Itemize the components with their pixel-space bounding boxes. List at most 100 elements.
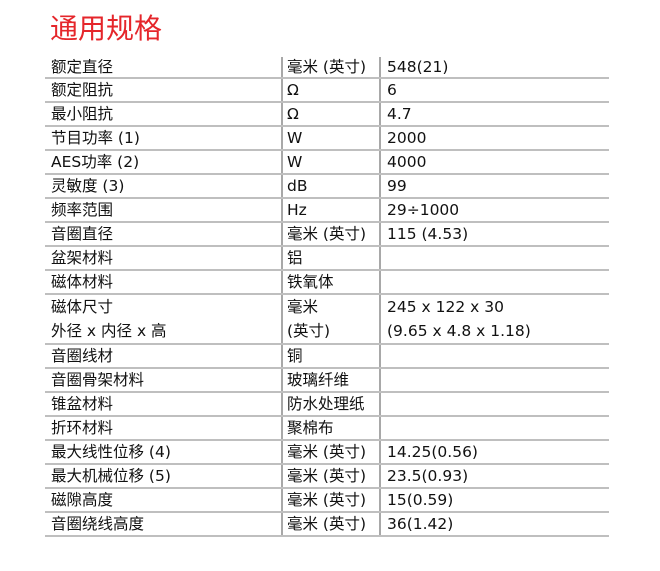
unit-cell-text: 毫米 (英寸) — [287, 58, 367, 76]
unit-cell: W — [281, 126, 380, 151]
table-row: 磁隙高度 毫米 (英寸) 15(0.59) — [45, 488, 609, 513]
table-row: 音圈线材 铜 — [45, 344, 609, 369]
table-row: 音圈直径 毫米 (英寸) 115 (4.53) — [45, 222, 609, 247]
param-cell-text: 音圈直径 — [51, 225, 114, 243]
unit-cell: dB — [281, 174, 380, 199]
unit-cell-text: 毫米 (英寸) — [287, 443, 367, 461]
unit-cell: Hz — [281, 198, 380, 223]
section-title: 通用规格 — [50, 12, 163, 45]
unit-cell-text: 聚棉布 — [287, 419, 334, 437]
unit-cell-text: 铁氧体 — [287, 273, 334, 291]
table-row: 锥盆材料 防水处理纸 — [45, 392, 609, 417]
value-cell-text: 245 x 122 x 30 — [387, 298, 504, 316]
value-cell: 548(21) — [379, 57, 609, 79]
param-cell-text: 音圈线材 — [51, 347, 114, 365]
param-cell: 最大线性位移 (4) — [45, 440, 282, 465]
value-cell-text: 4.7 — [387, 105, 412, 123]
param-cell-text: 锥盆材料 — [51, 395, 114, 413]
value-cell: 6 — [379, 78, 609, 103]
param-cell-text: 磁体尺寸 — [51, 298, 114, 316]
value-cell-text: 6 — [387, 81, 397, 99]
table-row: 音圈骨架材料 玻璃纤维 — [45, 368, 609, 393]
unit-cell: 毫米 (英寸) — [281, 294, 380, 345]
table-row: 磁体材料 铁氧体 — [45, 270, 609, 295]
value-cell: 14.25(0.56) — [379, 440, 609, 465]
value-cell-text: 115 (4.53) — [387, 225, 469, 243]
table-row: 磁体尺寸 外径 x 内径 x 高毫米 (英寸) 245 x 122 x 30 (9.65… — [45, 294, 609, 345]
table-row: 最大线性位移 (4) 毫米 (英寸) 14.25(0.56) — [45, 440, 609, 465]
value-cell: 15(0.59) — [379, 488, 609, 513]
table-row: 折环材料 聚棉布 — [45, 416, 609, 441]
table-row: 节目功率 (1) W 2000 — [45, 126, 609, 151]
value-cell: 99 — [379, 174, 609, 199]
param-cell: 磁体尺寸外径 x 内径 x 高 — [45, 294, 282, 345]
table-row: AES功率 (2) W 4000 — [45, 150, 609, 175]
value-cell-text: 14.25(0.56) — [387, 443, 478, 461]
value-cell-text: 15(0.59) — [387, 491, 454, 509]
value-cell — [379, 416, 609, 441]
value-cell: 23.5(0.93) — [379, 464, 609, 489]
param-cell: 音圈线材 — [45, 344, 282, 369]
value-cell: 4000 — [379, 150, 609, 175]
param-cell-text: 节目功率 (1) — [51, 129, 140, 147]
param-cell: 最大机械位移 (5) — [45, 464, 282, 489]
value-cell — [379, 344, 609, 369]
unit-cell-text-line2: (英寸) — [287, 322, 331, 340]
param-cell-text: 灵敏度 (3) — [51, 177, 125, 195]
value-cell-text: 23.5(0.93) — [387, 467, 469, 485]
unit-cell: 毫米 (英寸) — [281, 512, 380, 537]
param-cell: 音圈直径 — [45, 222, 282, 247]
table-row: 额定阻抗 Ω 6 — [45, 78, 609, 103]
unit-cell: 毫米 (英寸) — [281, 57, 380, 79]
param-cell-text: 最小阻抗 — [51, 105, 114, 123]
param-cell-text: 盆架材料 — [51, 249, 114, 267]
param-cell-text: 磁体材料 — [51, 273, 114, 291]
unit-cell-text: 毫米 (英寸) — [287, 225, 367, 243]
param-cell-text-line2: 外径 x 内径 x 高 — [51, 322, 167, 340]
param-cell: 音圈骨架材料 — [45, 368, 282, 393]
table-row: 灵敏度 (3) dB 99 — [45, 174, 609, 199]
param-cell-text: 额定阻抗 — [51, 81, 114, 99]
unit-cell: Ω — [281, 78, 380, 103]
param-cell: 盆架材料 — [45, 246, 282, 271]
value-cell-text: 4000 — [387, 153, 427, 171]
value-cell — [379, 246, 609, 271]
unit-cell: 防水处理纸 — [281, 392, 380, 417]
unit-cell-text: 毫米 (英寸) — [287, 467, 367, 485]
unit-cell-text: Hz — [287, 201, 307, 219]
unit-cell-text: dB — [287, 177, 308, 195]
param-cell-text: 折环材料 — [51, 419, 114, 437]
unit-cell-text: Ω — [287, 105, 299, 123]
value-cell: 29÷1000 — [379, 198, 609, 223]
unit-cell: W — [281, 150, 380, 175]
param-cell: 频率范围 — [45, 198, 282, 223]
param-cell-text: 最大线性位移 (4) — [51, 443, 171, 461]
value-cell: 115 (4.53) — [379, 222, 609, 247]
param-cell-text: 最大机械位移 (5) — [51, 467, 171, 485]
value-cell — [379, 392, 609, 417]
value-cell — [379, 368, 609, 393]
unit-cell: 铝 — [281, 246, 380, 271]
spec-table: 额定直径 毫米 (英寸) 548(21) 额定阻抗 Ω 6 最小阻抗 Ω 4.7 节目功率 (1)… — [45, 57, 609, 537]
unit-cell-text: Ω — [287, 81, 299, 99]
value-cell-text: 548(21) — [387, 58, 449, 76]
value-cell: 245 x 122 x 30 (9.65 x 4.8 x 1.18) — [379, 294, 609, 345]
value-cell-text: 99 — [387, 177, 407, 195]
unit-cell-text: 铝 — [287, 249, 303, 267]
value-cell: 36(1.42) — [379, 512, 609, 537]
param-cell: 折环材料 — [45, 416, 282, 441]
param-cell: 额定直径 — [45, 57, 282, 79]
unit-cell: Ω — [281, 102, 380, 127]
value-cell-text: 29÷1000 — [387, 201, 460, 219]
param-cell-text: 频率范围 — [51, 201, 114, 219]
param-cell: 音圈绕线高度 — [45, 512, 282, 537]
param-cell: 锥盆材料 — [45, 392, 282, 417]
value-cell: 2000 — [379, 126, 609, 151]
param-cell: 灵敏度 (3) — [45, 174, 282, 199]
unit-cell-text: 铜 — [287, 347, 303, 365]
value-cell-text-line2: (9.65 x 4.8 x 1.18) — [387, 322, 531, 340]
param-cell-text: 额定直径 — [51, 58, 114, 76]
param-cell: AES功率 (2) — [45, 150, 282, 175]
param-cell-text: 音圈骨架材料 — [51, 371, 145, 389]
unit-cell: 聚棉布 — [281, 416, 380, 441]
